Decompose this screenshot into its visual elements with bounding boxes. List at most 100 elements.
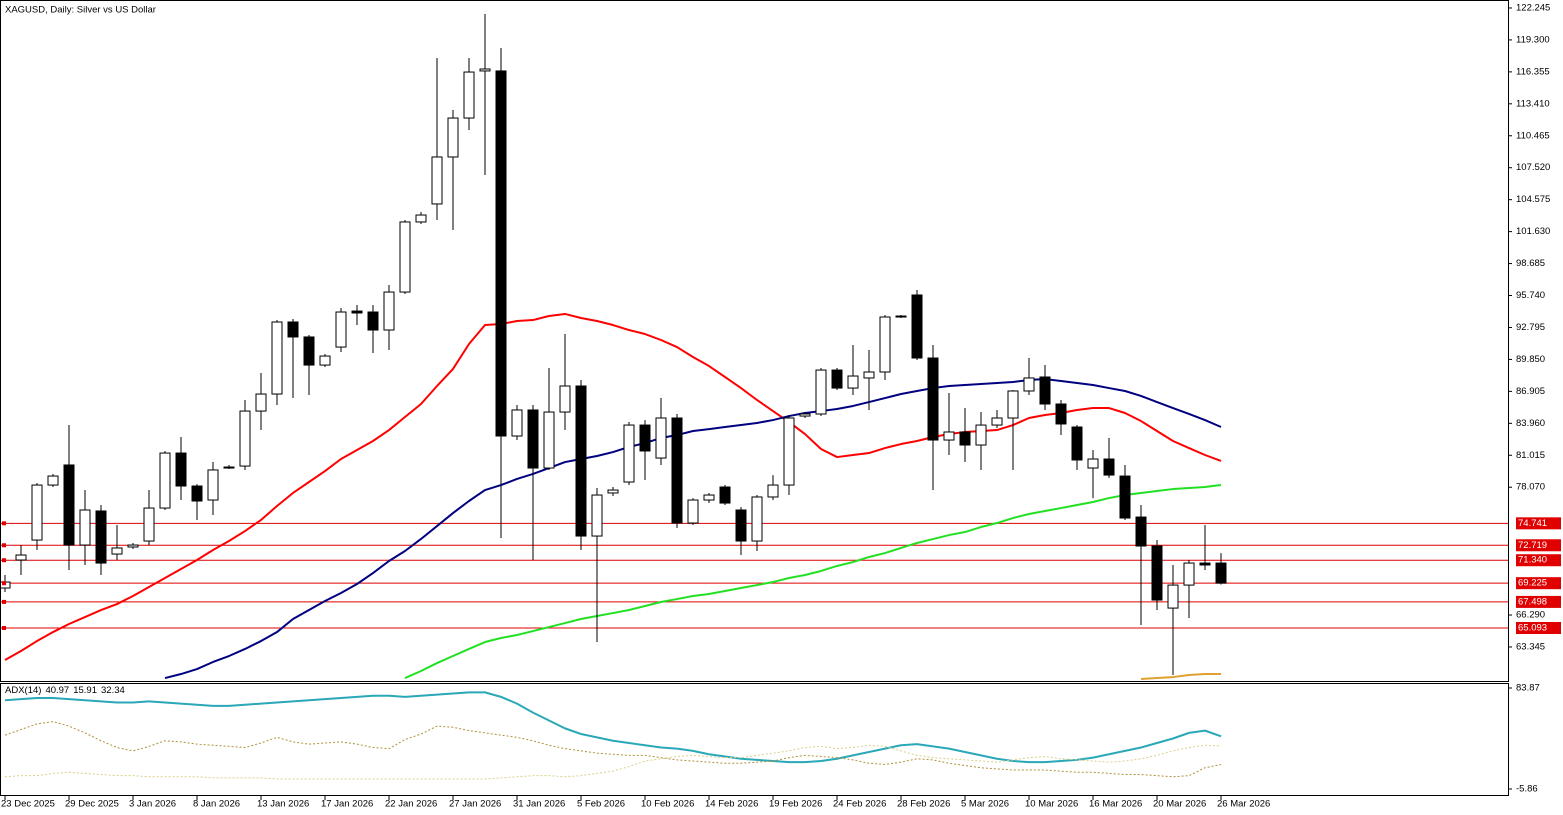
candle-body	[335, 311, 347, 348]
candle-body	[287, 321, 299, 338]
x-tick-label: 27 Jan 2026	[449, 799, 501, 810]
x-tick-label: 22 Jan 2026	[385, 799, 437, 810]
candle-body	[399, 221, 411, 293]
candle-body	[207, 469, 219, 501]
x-tick-label: 26 Mar 2026	[1217, 799, 1270, 810]
chart-title: XAGUSD, Daily: Silver vs US Dollar	[5, 5, 156, 16]
candle-body	[463, 71, 475, 119]
indicator-value: 15.91	[73, 685, 97, 696]
candle-body	[1103, 458, 1115, 476]
y-tick-label: 78.070	[1516, 482, 1545, 493]
candle-body	[415, 214, 427, 223]
level-marker	[2, 558, 6, 563]
y-tick-label: 119.300	[1516, 34, 1550, 45]
candle-body	[639, 424, 651, 452]
candle-body	[959, 431, 971, 446]
candle-body	[751, 496, 763, 542]
adx-panel-frame	[0, 683, 1509, 796]
candle-body	[735, 509, 747, 542]
candle-body	[175, 452, 187, 487]
candle-body	[1119, 475, 1131, 519]
candle-body	[127, 544, 139, 548]
candle-body	[255, 393, 267, 412]
x-tick-label: 17 Jan 2026	[321, 799, 373, 810]
level-marker	[2, 599, 6, 604]
candle-body	[1023, 377, 1035, 392]
candle-body	[655, 417, 667, 459]
candle-body	[623, 424, 635, 483]
y-tick-label: 86.905	[1516, 386, 1545, 397]
level-label-box	[1516, 554, 1561, 567]
y-tick-label: 110.465	[1516, 130, 1550, 141]
x-tick-label: 31 Jan 2026	[513, 799, 565, 810]
x-tick-label: 8 Jan 2026	[193, 799, 240, 810]
level-label: 72.719	[1518, 540, 1547, 551]
candle-body	[303, 336, 315, 366]
indicator-line	[4, 691, 1222, 764]
level-marker	[2, 521, 6, 526]
candle-body	[271, 321, 283, 395]
candle-body	[431, 156, 443, 205]
x-tick-label: 5 Feb 2026	[577, 799, 625, 810]
candle-body	[15, 554, 27, 561]
y-tick-label: 63.345	[1516, 641, 1545, 652]
candle-body	[143, 507, 155, 542]
y-tick-label: 122.245	[1516, 2, 1550, 13]
candle-body	[1135, 516, 1147, 547]
candle-body	[95, 510, 107, 564]
candle-body	[783, 417, 795, 486]
x-tick-label: 16 Mar 2026	[1089, 799, 1142, 810]
x-tick-label: 28 Feb 2026	[897, 799, 950, 810]
candle-body	[607, 489, 619, 494]
level-label-box	[1516, 622, 1561, 635]
candle-body	[351, 310, 363, 314]
candle-body	[239, 410, 251, 467]
level-marker	[2, 543, 6, 548]
level-label-box	[1516, 539, 1561, 552]
adx-plot	[4, 691, 1222, 780]
candle-body	[495, 70, 507, 437]
x-tick-label: 14 Feb 2026	[705, 799, 758, 810]
candle-body	[863, 371, 875, 379]
candle-body	[847, 375, 859, 389]
moving-average	[4, 312, 1222, 661]
y-tick-label: 116.355	[1516, 66, 1550, 77]
candle-body	[527, 409, 539, 469]
y-tick-label: 81.015	[1516, 450, 1545, 461]
candle-body	[895, 315, 907, 318]
candle-body	[159, 452, 171, 509]
candle-body	[1007, 390, 1019, 419]
y-tick-label: 66.290	[1516, 610, 1545, 621]
level-label-box	[1516, 517, 1561, 530]
candle-body	[543, 411, 555, 469]
candle-body	[1055, 403, 1067, 425]
level-label: 71.340	[1518, 555, 1547, 566]
level-marker	[2, 626, 6, 631]
candle-body	[591, 494, 603, 537]
candle-body	[927, 357, 939, 441]
level-label: 69.225	[1518, 578, 1547, 589]
candle-body	[383, 291, 395, 331]
x-tick-label: 13 Jan 2026	[257, 799, 309, 810]
candle-body	[943, 431, 955, 441]
candle-body	[111, 547, 123, 555]
candle-body	[1087, 458, 1099, 469]
candle-body	[687, 499, 699, 524]
x-tick-label: 19 Feb 2026	[769, 799, 822, 810]
x-tick-label: 5 Mar 2026	[961, 799, 1009, 810]
candle-body	[479, 68, 491, 72]
level-label: 74.741	[1518, 518, 1547, 529]
candle-body	[367, 311, 379, 331]
candle-body	[511, 409, 523, 437]
candle-body	[223, 466, 235, 469]
candle-body	[911, 294, 923, 359]
candle-body	[991, 417, 1003, 426]
candle-body	[879, 316, 891, 373]
indicator-value: 32.34	[101, 685, 125, 696]
candle-body	[815, 369, 827, 415]
y-tick-label: 101.630	[1516, 226, 1550, 237]
candle-body	[31, 484, 43, 541]
